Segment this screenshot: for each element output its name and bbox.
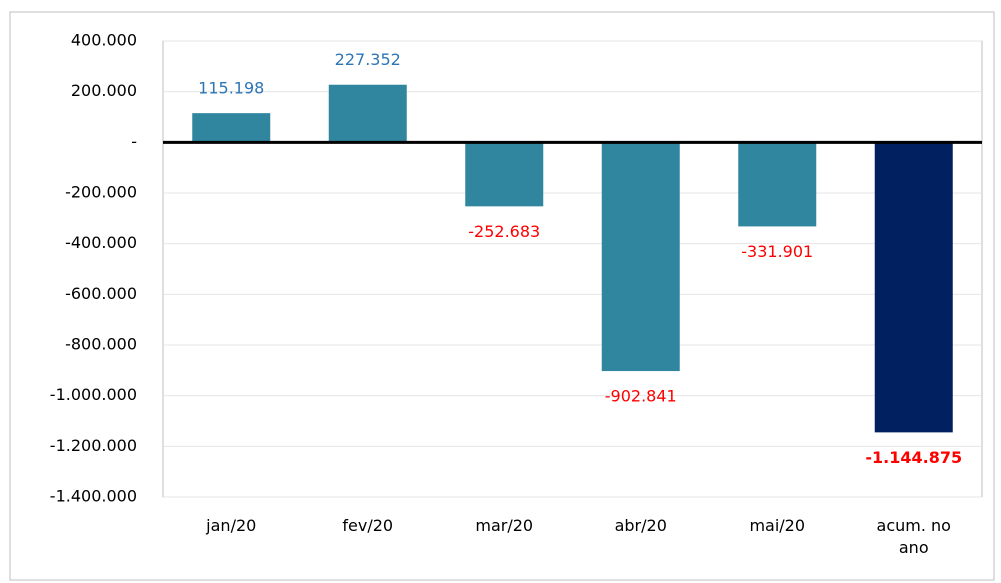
y-tick-label: -600.000 [65,284,137,303]
x-tick-label: mai/20 [749,516,806,535]
plot-border [162,40,983,498]
y-tick-label: - [131,132,137,151]
x-tick-label: fev/20 [342,516,394,535]
data-label: -1.144.875 [865,448,962,467]
y-tick-label: -200.000 [65,183,137,202]
x-tick-label: jan/20 [206,516,257,535]
bar [738,142,817,227]
y-tick-label: -1.400.000 [50,487,137,506]
x-tick-label: mar/20 [475,516,534,535]
x-tick-label: acum. no ano [876,516,951,557]
bar [874,142,953,433]
y-tick-label: -800.000 [65,335,137,354]
bar [328,84,407,143]
bar [465,142,544,207]
data-label: -252.683 [468,222,540,241]
data-label: -902.841 [605,387,677,406]
y-tick-label: -1.200.000 [50,436,137,455]
y-tick-label: -400.000 [65,233,137,252]
x-tick-label: abr/20 [614,516,667,535]
bar [601,142,680,372]
chart-border [9,11,995,581]
bar [192,113,271,143]
data-label: 227.352 [335,50,401,69]
y-tick-label: 400.000 [71,31,137,50]
y-tick-label: -1.000.000 [50,385,137,404]
data-label: -331.901 [741,242,813,261]
y-tick-label: 200.000 [71,81,137,100]
data-label: 115.198 [198,79,264,98]
